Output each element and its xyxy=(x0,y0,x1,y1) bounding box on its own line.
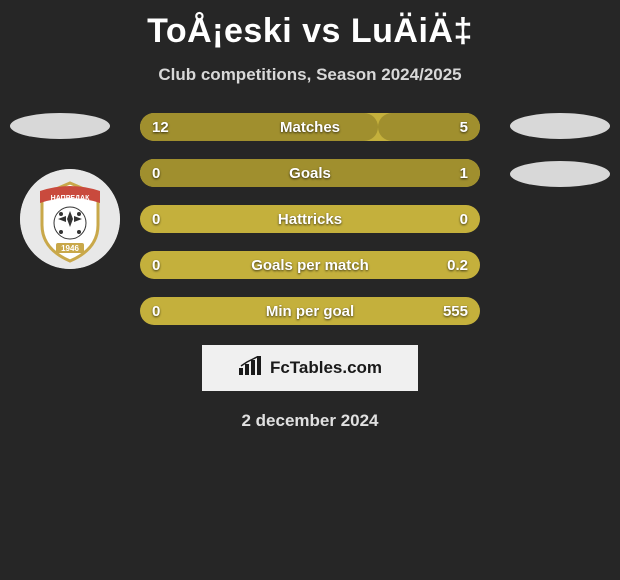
stat-bar-left-segment xyxy=(140,113,378,141)
stat-left-value: 0 xyxy=(152,211,160,228)
stat-label: Goals per match xyxy=(251,257,369,274)
club-left-crest: НАПРЕДАК 1946 xyxy=(20,169,120,269)
stat-bar-hattricks: 0 Hattricks 0 xyxy=(140,205,480,233)
stat-right-value: 1 xyxy=(460,165,468,182)
stat-left-value: 0 xyxy=(152,257,160,274)
stat-label: Min per goal xyxy=(266,303,354,320)
fctables-watermark[interactable]: FcTables.com xyxy=(202,345,418,391)
svg-text:1946: 1946 xyxy=(61,244,79,253)
snapshot-date: 2 december 2024 xyxy=(0,411,620,431)
stat-label: Matches xyxy=(280,119,340,136)
stat-left-value: 0 xyxy=(152,165,160,182)
page-title: ToÅ¡eski vs LuÄiÄ‡ xyxy=(147,12,473,51)
player-left-avatar-placeholder xyxy=(10,113,110,139)
stat-bar-goals: 0 Goals 1 xyxy=(140,159,480,187)
svg-text:НАПРЕДАК: НАПРЕДАК xyxy=(51,195,90,202)
club-right-placeholder xyxy=(510,161,610,187)
comparison-chart: НАПРЕДАК 1946 12 Matches 5 xyxy=(0,113,620,431)
stat-right-value: 0 xyxy=(460,211,468,228)
stat-bar-matches: 12 Matches 5 xyxy=(140,113,480,141)
page-subtitle: Club competitions, Season 2024/2025 xyxy=(158,65,461,85)
stat-left-value: 0 xyxy=(152,303,160,320)
stat-right-value: 0.2 xyxy=(447,257,468,274)
stat-right-value: 555 xyxy=(443,303,468,320)
chart-icon xyxy=(238,356,264,381)
stat-right-value: 5 xyxy=(460,119,468,136)
stat-bar-min-per-goal: 0 Min per goal 555 xyxy=(140,297,480,325)
stat-left-value: 12 xyxy=(152,119,169,136)
stat-bar-goals-per-match: 0 Goals per match 0.2 xyxy=(140,251,480,279)
stat-label: Goals xyxy=(289,165,331,182)
fctables-label: FcTables.com xyxy=(270,358,382,378)
stat-label: Hattricks xyxy=(278,211,342,228)
stat-bars: 12 Matches 5 0 Goals 1 0 Hattricks 0 xyxy=(140,113,480,325)
player-right-avatar-placeholder xyxy=(510,113,610,139)
